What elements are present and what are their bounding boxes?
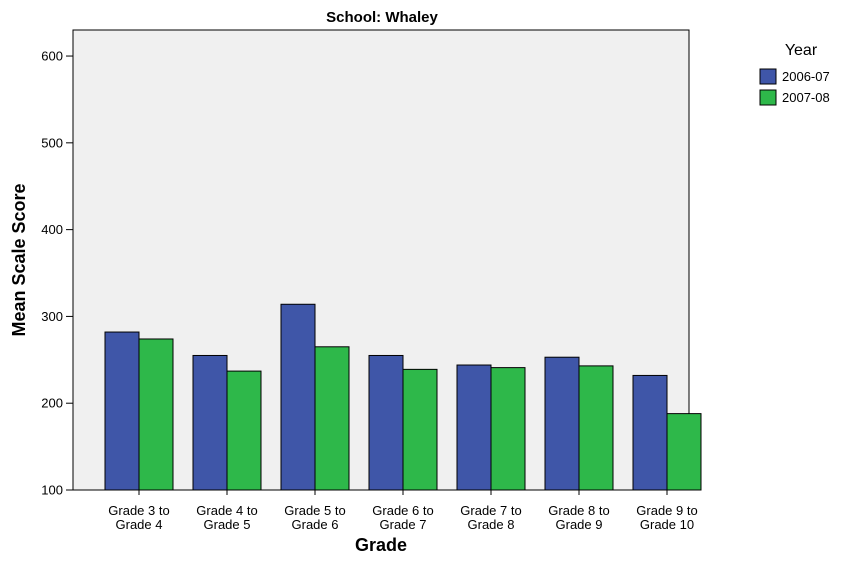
bar-2006-07-0 bbox=[104, 331, 140, 491]
bar-2007-08-0 bbox=[138, 338, 174, 491]
bar-2007-08-5 bbox=[578, 365, 614, 491]
bar-2007-08-1 bbox=[226, 370, 262, 491]
x-tick-label: Grade 7 to Grade 8 bbox=[460, 503, 521, 532]
bar-2007-08-4 bbox=[490, 367, 526, 491]
y-tick-label: 600 bbox=[41, 49, 63, 64]
x-axis-title: Grade bbox=[355, 535, 407, 555]
x-tick-label: Grade 3 to Grade 4 bbox=[108, 503, 169, 532]
bar-2006-07-5 bbox=[544, 356, 580, 491]
legend-swatch-2006-07 bbox=[759, 68, 777, 85]
bar-2006-07-3 bbox=[368, 354, 404, 491]
bar-2006-07-2 bbox=[280, 303, 316, 491]
y-tick-label: 100 bbox=[41, 483, 63, 498]
legend-swatch-2007-08 bbox=[759, 89, 777, 106]
legend-label-2006-07: 2006-07 bbox=[782, 69, 830, 84]
y-axis-title: Mean Scale Score bbox=[9, 183, 29, 336]
x-tick-label: Grade 6 to Grade 7 bbox=[372, 503, 433, 532]
y-tick-label: 300 bbox=[41, 309, 63, 324]
legend: Year 2006-07 2007-08 bbox=[759, 42, 830, 106]
legend-title: Year bbox=[785, 42, 818, 59]
y-axis: 100 200 300 400 500 600 bbox=[41, 49, 73, 498]
bar-2007-08-2 bbox=[314, 346, 350, 491]
y-tick-label: 200 bbox=[41, 396, 63, 411]
x-tick-label: Grade 8 to Grade 9 bbox=[548, 503, 609, 532]
x-tick-label: Grade 9 to Grade 10 bbox=[636, 503, 697, 532]
bar-2007-08-6 bbox=[666, 413, 702, 491]
bar-2006-07-4 bbox=[456, 364, 492, 491]
bars-group bbox=[104, 303, 702, 491]
bar-2006-07-1 bbox=[192, 354, 228, 491]
x-tick-label: Grade 5 to Grade 6 bbox=[284, 503, 345, 532]
y-tick-label: 500 bbox=[41, 135, 63, 150]
y-tick-label: 400 bbox=[41, 222, 63, 237]
bar-2006-07-6 bbox=[632, 374, 668, 491]
x-axis: Grade 3 to Grade 4 Grade 4 to Grade 5 Grade … bbox=[108, 490, 698, 532]
chart-title: School: Whaley bbox=[326, 9, 438, 26]
bar-2007-08-3 bbox=[402, 368, 438, 491]
x-tick-label: Grade 4 to Grade 5 bbox=[196, 503, 257, 532]
legend-label-2007-08: 2007-08 bbox=[782, 90, 830, 105]
